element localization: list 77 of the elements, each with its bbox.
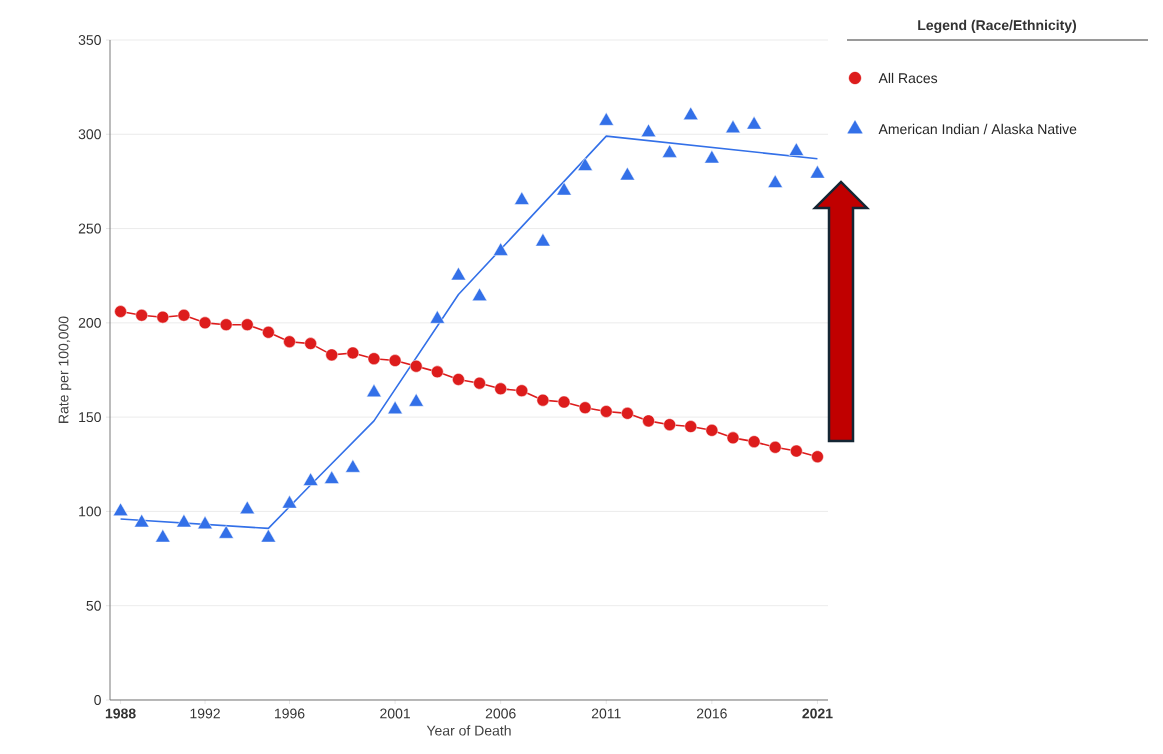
point [283, 335, 296, 348]
legend-label: American Indian / Alaska Native [878, 123, 1077, 135]
point [725, 119, 741, 134]
point [598, 112, 614, 126]
legend-title: Legend (Race/Ethnicity) [918, 19, 1077, 33]
point [408, 393, 424, 407]
point [515, 384, 529, 397]
point [619, 167, 635, 181]
point [767, 174, 783, 188]
point [325, 348, 338, 362]
point [409, 359, 423, 373]
x-tick-label: 2006 [485, 708, 516, 719]
point [809, 165, 826, 179]
x-axis-title: Year of Death [426, 725, 511, 736]
point [198, 316, 212, 330]
point [621, 407, 634, 420]
point [387, 400, 403, 415]
point [219, 318, 233, 331]
y-tick-label: 350 [78, 35, 101, 45]
point [535, 233, 551, 247]
point [536, 393, 550, 407]
point [577, 157, 593, 171]
x-tick-label: 2001 [380, 708, 410, 719]
point [556, 182, 572, 196]
point [662, 144, 678, 158]
y-tick-label: 50 [86, 600, 101, 611]
x-tick-label: 2011 [591, 708, 621, 719]
point [429, 310, 445, 324]
y-tick-label: 100 [79, 506, 101, 517]
point [452, 373, 465, 386]
point [768, 441, 782, 454]
point [241, 318, 254, 331]
legend-label: All Races [878, 72, 938, 84]
x-tick-label: 1996 [275, 708, 305, 719]
point [557, 395, 571, 409]
point [135, 309, 148, 322]
point [704, 150, 720, 164]
y-tick-label: 150 [79, 412, 101, 423]
point [114, 305, 127, 318]
point [177, 309, 191, 322]
point [726, 431, 740, 445]
point [367, 352, 381, 365]
point [746, 116, 762, 130]
point [705, 424, 719, 437]
x-tick-label: 1992 [190, 708, 220, 719]
x-tick-label: 2021 [802, 708, 833, 719]
point [304, 337, 317, 350]
point [684, 420, 697, 433]
point [262, 326, 275, 339]
point [790, 444, 803, 458]
y-tick-label: 300 [78, 129, 101, 140]
y-tick-label: 0 [94, 695, 101, 705]
point [642, 414, 655, 428]
point [493, 242, 509, 256]
point [683, 106, 699, 120]
point [578, 401, 592, 414]
point [663, 418, 676, 431]
point [346, 346, 360, 360]
x-tick-label: 2016 [696, 708, 727, 719]
point [811, 450, 824, 463]
y-tick-label: 250 [78, 223, 101, 234]
point [450, 266, 467, 281]
point [388, 354, 402, 367]
point [471, 287, 488, 301]
point [473, 376, 486, 390]
point [494, 382, 507, 396]
point [600, 405, 613, 418]
y-tick-label: 200 [78, 317, 101, 328]
point [640, 123, 657, 137]
y-axis-title: Rate per 100,000 [58, 316, 72, 423]
point [366, 383, 382, 398]
point [747, 435, 761, 448]
x-tick-label: 1988 [105, 708, 136, 719]
point [156, 310, 170, 324]
point [431, 365, 444, 379]
point [514, 191, 530, 205]
point [788, 142, 804, 156]
